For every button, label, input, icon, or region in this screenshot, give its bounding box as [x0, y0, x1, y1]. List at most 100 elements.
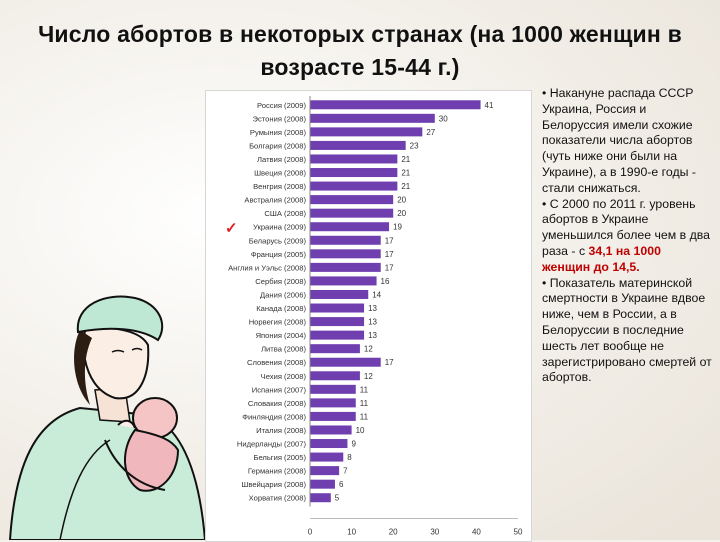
category-label: Норвегия (2008)	[249, 318, 307, 327]
category-label: Словакия (2008)	[248, 399, 307, 408]
x-tick-label: 0	[308, 528, 313, 537]
category-label: Бельгия (2005)	[253, 453, 306, 462]
bar	[310, 371, 360, 381]
category-label: Швейцария (2008)	[241, 480, 306, 489]
value-label: 7	[343, 467, 348, 476]
side-notes: • Накануне распада СССР Украина, Россия …	[542, 86, 712, 386]
category-label: Испания (2007)	[252, 385, 307, 394]
baby-body	[123, 428, 180, 492]
bar	[310, 100, 481, 110]
x-tick-label: 10	[347, 528, 356, 537]
x-tick-label: 20	[389, 528, 398, 537]
category-label: Германия (2008)	[248, 467, 307, 476]
bar	[310, 140, 406, 150]
bar	[310, 208, 394, 218]
bar	[310, 479, 335, 489]
bar	[310, 113, 435, 123]
value-label: 14	[372, 290, 381, 299]
value-label: 41	[485, 101, 494, 110]
bar	[310, 357, 381, 367]
value-label: 6	[339, 480, 344, 489]
bar	[310, 425, 352, 435]
bar	[310, 181, 398, 191]
value-label: 17	[385, 250, 394, 259]
value-label: 17	[385, 358, 394, 367]
bar	[310, 493, 331, 503]
bar	[310, 439, 348, 449]
value-label: 21	[401, 155, 410, 164]
bar	[310, 127, 423, 137]
value-label: 27	[426, 128, 435, 137]
bar	[310, 466, 340, 476]
abortion-bar-chart: Россия (2009) 41 Эстония (2008) 30 Румыния (…	[228, 96, 523, 537]
category-label: Украина (2009)	[253, 223, 306, 232]
value-label: 8	[347, 453, 352, 462]
note-paragraph-2: • С 2000 по 2011 г. уровень абортов в Ук…	[542, 197, 712, 276]
bar	[310, 168, 398, 178]
slide-title: Число абортов в некоторых странах (на 10…	[38, 21, 682, 80]
value-label: 19	[393, 223, 402, 232]
value-label: 17	[385, 236, 394, 245]
value-label: 17	[385, 263, 394, 272]
category-label: Эстония (2008)	[253, 114, 307, 123]
note-paragraph-2-text: • С 2000 по 2011 г. уровень абортов в Ук…	[542, 196, 710, 258]
category-label: Венгрия (2008)	[253, 182, 306, 191]
bar	[310, 235, 381, 245]
category-label: Швеция (2008)	[254, 169, 306, 178]
category-label: Нидерланды (2007)	[237, 440, 307, 449]
value-label: 9	[351, 440, 356, 449]
category-label: Чехия (2008)	[261, 372, 307, 381]
category-label: Австралия (2008)	[244, 196, 306, 205]
chart-panel: Россия (2009) 41 Эстония (2008) 30 Румыния (…	[205, 90, 532, 542]
value-label: 11	[360, 385, 369, 394]
x-tick-label: 30	[430, 528, 439, 537]
value-label: 12	[364, 372, 373, 381]
value-label: 21	[401, 182, 410, 191]
bar	[310, 249, 381, 259]
value-label: 10	[356, 426, 365, 435]
bar	[310, 222, 390, 232]
bar	[310, 276, 377, 286]
nurse-cap	[76, 295, 164, 342]
category-label: Румыния (2008)	[250, 128, 307, 137]
note-paragraph-3: • Показатель материнской смертности в Ук…	[542, 275, 712, 385]
category-label: Хорватия (2008)	[249, 494, 307, 503]
nurse-face	[82, 327, 150, 400]
bar	[310, 303, 365, 313]
check-icon: ✓	[225, 220, 238, 237]
value-label: 23	[410, 141, 419, 150]
bar	[310, 154, 398, 164]
bar	[310, 384, 356, 394]
value-label: 12	[364, 345, 373, 354]
value-label: 11	[360, 412, 369, 421]
category-label: Франция (2005)	[251, 250, 307, 259]
value-label: 13	[368, 331, 377, 340]
category-label: Беларусь (2009)	[249, 236, 307, 245]
category-label: Япония (2004)	[256, 331, 307, 340]
category-label: Болгария (2008)	[249, 141, 306, 150]
bar	[310, 289, 369, 299]
category-label: США (2008)	[264, 209, 306, 218]
category-label: Дания (2006)	[260, 290, 306, 299]
bar	[310, 330, 365, 340]
value-label: 20	[397, 209, 406, 218]
value-label: 20	[397, 196, 406, 205]
bar	[310, 262, 381, 272]
category-label: Сербия (2008)	[255, 277, 306, 286]
value-label: 16	[381, 277, 390, 286]
nurse-illustration	[8, 295, 205, 540]
category-label: Канада (2008)	[256, 304, 306, 313]
note-paragraph-1: • Накануне распада СССР Украина, Россия …	[542, 86, 696, 195]
category-label: Словения (2008)	[247, 358, 306, 367]
bar	[310, 195, 394, 205]
x-tick-label: 50	[514, 528, 523, 537]
category-label: Россия (2009)	[257, 101, 306, 110]
value-label: 13	[368, 304, 377, 313]
bar	[310, 398, 356, 408]
value-label: 11	[360, 399, 369, 408]
category-label: Италия (2008)	[256, 426, 306, 435]
value-label: 5	[335, 494, 340, 503]
category-label: Финляндия (2008)	[242, 412, 306, 421]
nurse-gown	[8, 406, 205, 540]
bar	[310, 411, 356, 421]
